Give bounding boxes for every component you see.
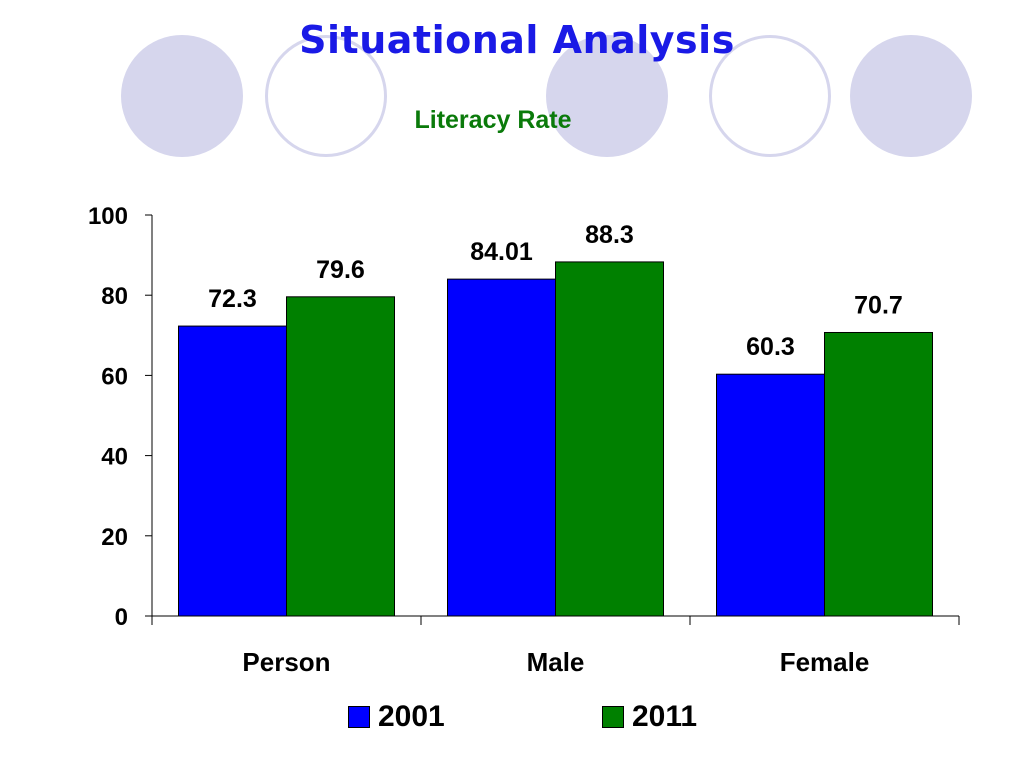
data-label: 88.3 xyxy=(585,221,634,249)
y-tick-label: 100 xyxy=(88,203,128,230)
y-tick-label: 40 xyxy=(101,444,128,471)
bar-2011-male xyxy=(555,261,664,617)
y-tick-label: 0 xyxy=(115,604,128,631)
chart-title: Literacy Rate xyxy=(414,106,572,134)
decorative-circle xyxy=(546,35,668,157)
axes: 0 20 40 60 80 100 Person Male Female xyxy=(88,203,960,677)
decorative-ring xyxy=(709,35,831,157)
legend-swatch-2011 xyxy=(602,706,624,728)
slide-title: Situational Analysis xyxy=(299,18,735,62)
bar-2011-person xyxy=(286,296,395,617)
x-tick-label: Male xyxy=(527,647,585,677)
legend-swatch-2001 xyxy=(348,706,370,728)
x-tick-label: Female xyxy=(780,647,870,677)
data-label: 72.3 xyxy=(208,285,257,313)
bars xyxy=(178,261,933,617)
legend-label-2011: 2011 xyxy=(632,700,698,733)
y-tick-label: 80 xyxy=(101,283,128,310)
data-label: 84.01 xyxy=(470,238,533,266)
decorative-circle xyxy=(121,35,243,157)
data-label: 60.3 xyxy=(746,333,795,361)
data-labels: 72.3 79.6 84.01 88.3 60.3 70.7 xyxy=(208,221,903,361)
legend-label-2001: 2001 xyxy=(378,700,445,733)
bar-2011-female xyxy=(824,331,933,617)
y-tick-label: 20 xyxy=(101,524,128,551)
legend-item-2001: 2001 xyxy=(348,700,445,734)
bar-2001-male xyxy=(447,278,556,617)
y-tick-label: 60 xyxy=(101,363,128,390)
bar-2001-person xyxy=(178,325,287,617)
legend-item-2011: 2011 xyxy=(602,700,697,734)
data-label: 70.7 xyxy=(854,291,903,319)
decorative-circle xyxy=(850,35,972,157)
x-tick-label: Person xyxy=(242,647,330,677)
data-label: 79.6 xyxy=(316,256,365,284)
bar-2001-female xyxy=(716,373,825,617)
decorative-ring xyxy=(265,35,387,157)
